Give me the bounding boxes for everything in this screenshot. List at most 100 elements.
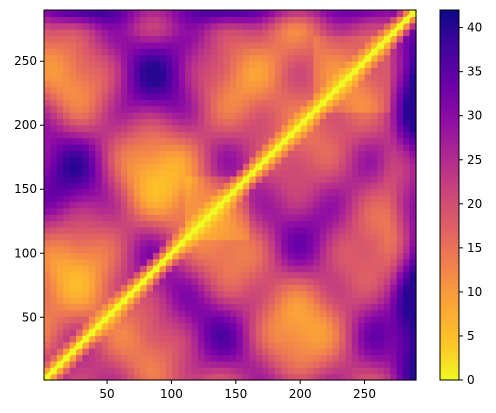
heatmap-cell: [82, 61, 90, 69]
heatmap-cell: [242, 335, 250, 343]
heatmap-cell: [396, 367, 404, 375]
heatmap-cell: [185, 61, 193, 69]
heatmap-cell: [204, 156, 212, 164]
heatmap-cell: [326, 86, 334, 94]
heatmap-cell: [351, 169, 359, 177]
heatmap-cell: [159, 80, 167, 88]
heatmap-cell: [371, 348, 379, 356]
heatmap-cell: [364, 354, 372, 362]
heatmap-cell: [82, 239, 90, 247]
heatmap-cell: [268, 29, 276, 37]
heatmap-cell: [223, 112, 231, 120]
heatmap-cell: [140, 48, 148, 56]
heatmap-cell: [76, 354, 84, 362]
heatmap-cell: [236, 92, 244, 100]
heatmap-cell: [108, 207, 116, 215]
heatmap-cell: [217, 354, 225, 362]
heatmap-cell: [306, 316, 314, 324]
colorbar-frame: [439, 9, 460, 381]
heatmap-cell: [88, 105, 96, 113]
heatmap-cell: [69, 22, 77, 30]
heatmap-cell: [146, 354, 154, 362]
heatmap-cell: [281, 207, 289, 215]
heatmap-cell: [358, 195, 366, 202]
heatmap-cell: [313, 233, 321, 241]
heatmap-cell: [204, 35, 212, 43]
heatmap-cell: [204, 354, 212, 362]
heatmap-cell: [127, 156, 135, 164]
heatmap-cell: [390, 373, 398, 381]
heatmap-cell: [409, 360, 417, 368]
x-tick-label: 200: [289, 387, 312, 401]
heatmap-cell: [249, 354, 257, 362]
heatmap-cell: [377, 182, 385, 190]
heatmap-cell: [120, 284, 128, 292]
heatmap-cell: [146, 214, 154, 222]
heatmap-cell: [345, 29, 353, 37]
heatmap-cell: [281, 188, 289, 196]
heatmap-cell: [120, 150, 128, 158]
heatmap-cell: [133, 48, 141, 56]
heatmap-cell: [50, 80, 58, 88]
heatmap-cell: [326, 188, 334, 196]
heatmap-cell: [88, 207, 96, 215]
heatmap-cell: [396, 54, 404, 62]
heatmap-cell: [287, 354, 295, 362]
heatmap-cell: [185, 341, 193, 349]
heatmap-cell: [409, 73, 417, 81]
heatmap-cell: [332, 360, 340, 368]
heatmap-cell: [217, 322, 225, 330]
heatmap-cell: [101, 80, 109, 88]
heatmap-cell: [56, 239, 64, 247]
heatmap-cell: [326, 80, 334, 88]
heatmap-cell: [88, 335, 96, 343]
heatmap-cell: [294, 201, 302, 209]
heatmap-cell: [127, 258, 135, 266]
heatmap-cell: [127, 322, 135, 330]
heatmap-cell: [319, 80, 327, 88]
heatmap-cell: [217, 86, 225, 94]
heatmap-cell: [172, 341, 180, 349]
heatmap-cell: [95, 10, 103, 17]
heatmap-cell: [210, 188, 218, 196]
heatmap-cell: [332, 341, 340, 349]
heatmap-cell: [153, 246, 161, 254]
heatmap-cell: [223, 48, 231, 56]
heatmap-cell: [69, 201, 77, 209]
heatmap-cell: [82, 297, 90, 305]
heatmap-cell: [377, 22, 385, 30]
heatmap-cell: [101, 143, 109, 151]
heatmap-cell: [69, 80, 77, 88]
heatmap-cell: [294, 265, 302, 273]
heatmap-cell: [204, 182, 212, 190]
heatmap-cell: [56, 316, 64, 324]
heatmap-cell: [120, 80, 128, 88]
heatmap-cell: [140, 131, 148, 139]
heatmap-cell: [114, 163, 122, 171]
heatmap-cell: [172, 29, 180, 37]
heatmap-cell: [377, 195, 385, 202]
heatmap-cell: [82, 10, 90, 17]
heatmap-cell: [230, 354, 238, 362]
heatmap-cell: [345, 258, 353, 266]
heatmap-cell: [133, 201, 141, 209]
heatmap-cell: [326, 207, 334, 215]
heatmap-cell: [230, 16, 238, 24]
heatmap-cell: [249, 35, 257, 43]
heatmap-cell: [191, 61, 199, 69]
heatmap-cell: [165, 265, 173, 273]
heatmap-cell: [255, 220, 263, 228]
heatmap-cell: [56, 67, 64, 75]
heatmap-cell: [101, 118, 109, 126]
heatmap-cell: [185, 373, 193, 381]
heatmap-cell: [242, 143, 250, 151]
heatmap-cell: [56, 99, 64, 107]
heatmap-cell: [313, 112, 321, 120]
heatmap-cell: [281, 105, 289, 113]
heatmap-cell: [76, 201, 84, 209]
heatmap-cell: [159, 348, 167, 356]
heatmap-cell: [332, 163, 340, 171]
heatmap-cell: [319, 35, 327, 43]
heatmap-cell: [153, 175, 161, 183]
heatmap-cell: [287, 41, 295, 49]
